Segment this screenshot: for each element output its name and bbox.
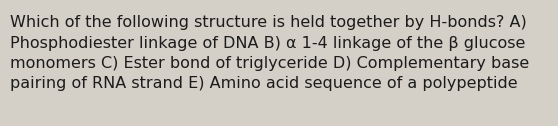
Text: Which of the following structure is held together by H-bonds? A)
Phosphodiester : Which of the following structure is held… xyxy=(10,15,530,91)
